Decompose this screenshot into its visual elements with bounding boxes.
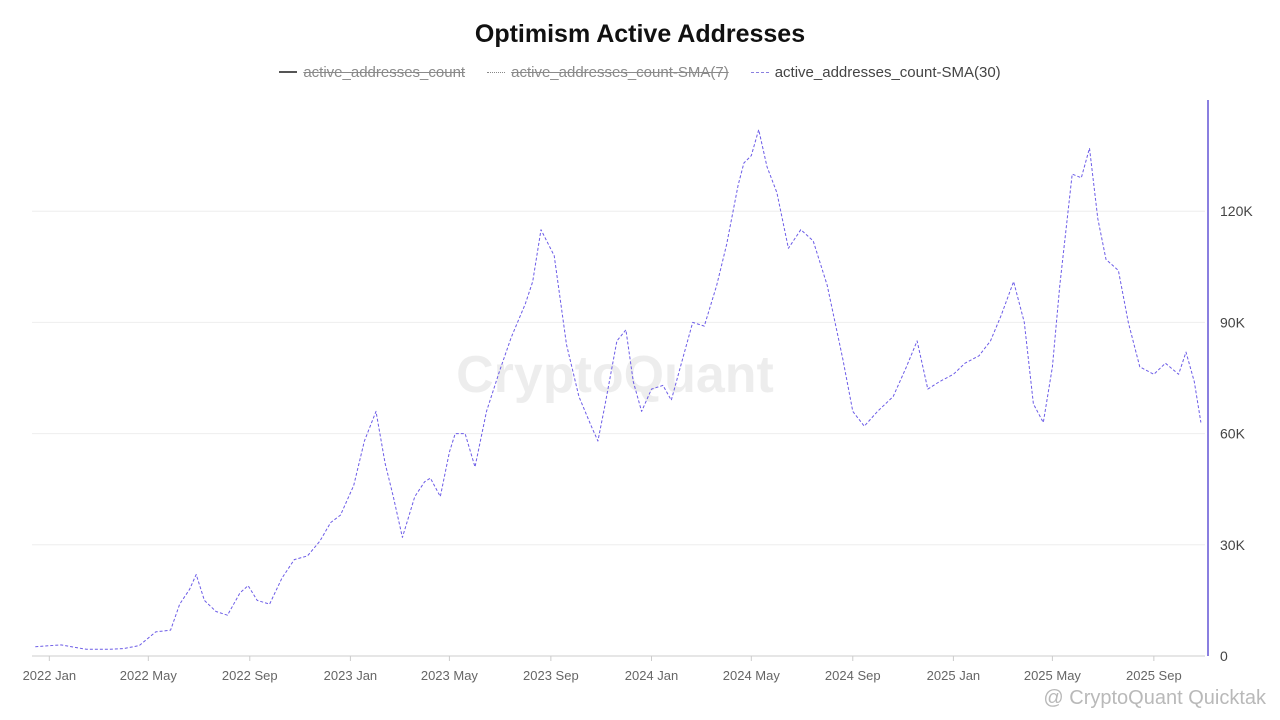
x-tick-label: 2025 Jan bbox=[927, 668, 981, 683]
y-tick-label: 0 bbox=[1220, 648, 1228, 664]
x-tick-label: 2024 May bbox=[723, 668, 781, 683]
x-tick-label: 2025 Sep bbox=[1126, 668, 1182, 683]
y-tick-label: 90K bbox=[1220, 314, 1246, 330]
x-tick-label: 2022 Sep bbox=[222, 668, 278, 683]
gridlines bbox=[32, 210, 1205, 546]
x-tick-label: 2022 Jan bbox=[23, 668, 77, 683]
x-tick-label: 2022 May bbox=[120, 668, 178, 683]
legend-item-sma7[interactable]: active_addresses_count-SMA(7) bbox=[487, 62, 729, 82]
watermark-text: CryptoQuant bbox=[456, 346, 774, 404]
series-line-sma30 bbox=[35, 129, 1202, 650]
credit-text: @ CryptoQuant Quicktak bbox=[1043, 687, 1266, 709]
y-tick-label: 120K bbox=[1220, 203, 1253, 219]
legend-item-raw[interactable]: active_addresses_count bbox=[279, 62, 465, 82]
legend-swatch-raw bbox=[279, 71, 298, 73]
legend-label-raw: active_addresses_count bbox=[303, 63, 466, 81]
x-axis-ticks: 2022 Jan 2022 May 2022 Sep 2023 Jan 2023 May… bbox=[23, 656, 1182, 683]
chart-title: Optimism Active Addresses bbox=[474, 20, 806, 48]
series-layer bbox=[35, 129, 1202, 650]
legend-swatch-sma30 bbox=[750, 71, 769, 73]
legend-label-sma30: active_addresses_count-SMA(30) bbox=[774, 63, 1001, 81]
chart-legend: active_addresses_count active_addresses_… bbox=[0, 62, 1280, 82]
x-tick-label: 2024 Jan bbox=[625, 668, 679, 683]
legend-swatch-sma7 bbox=[487, 71, 506, 73]
x-tick-label: 2023 Jan bbox=[324, 668, 378, 683]
legend-label-sma7: active_addresses_count-SMA(7) bbox=[511, 63, 729, 81]
x-tick-label: 2024 Sep bbox=[825, 668, 881, 683]
y-tick-label: 60K bbox=[1220, 426, 1246, 442]
x-tick-label: 2023 Sep bbox=[523, 668, 579, 683]
x-tick-label: 2025 May bbox=[1024, 668, 1082, 683]
legend-item-sma30[interactable]: active_addresses_count-SMA(30) bbox=[750, 62, 1001, 82]
y-axis-ticks: 0 30K 60K 90K 120K bbox=[1220, 203, 1253, 664]
x-tick-label: 2023 May bbox=[421, 668, 479, 683]
y-tick-label: 30K bbox=[1220, 537, 1246, 553]
